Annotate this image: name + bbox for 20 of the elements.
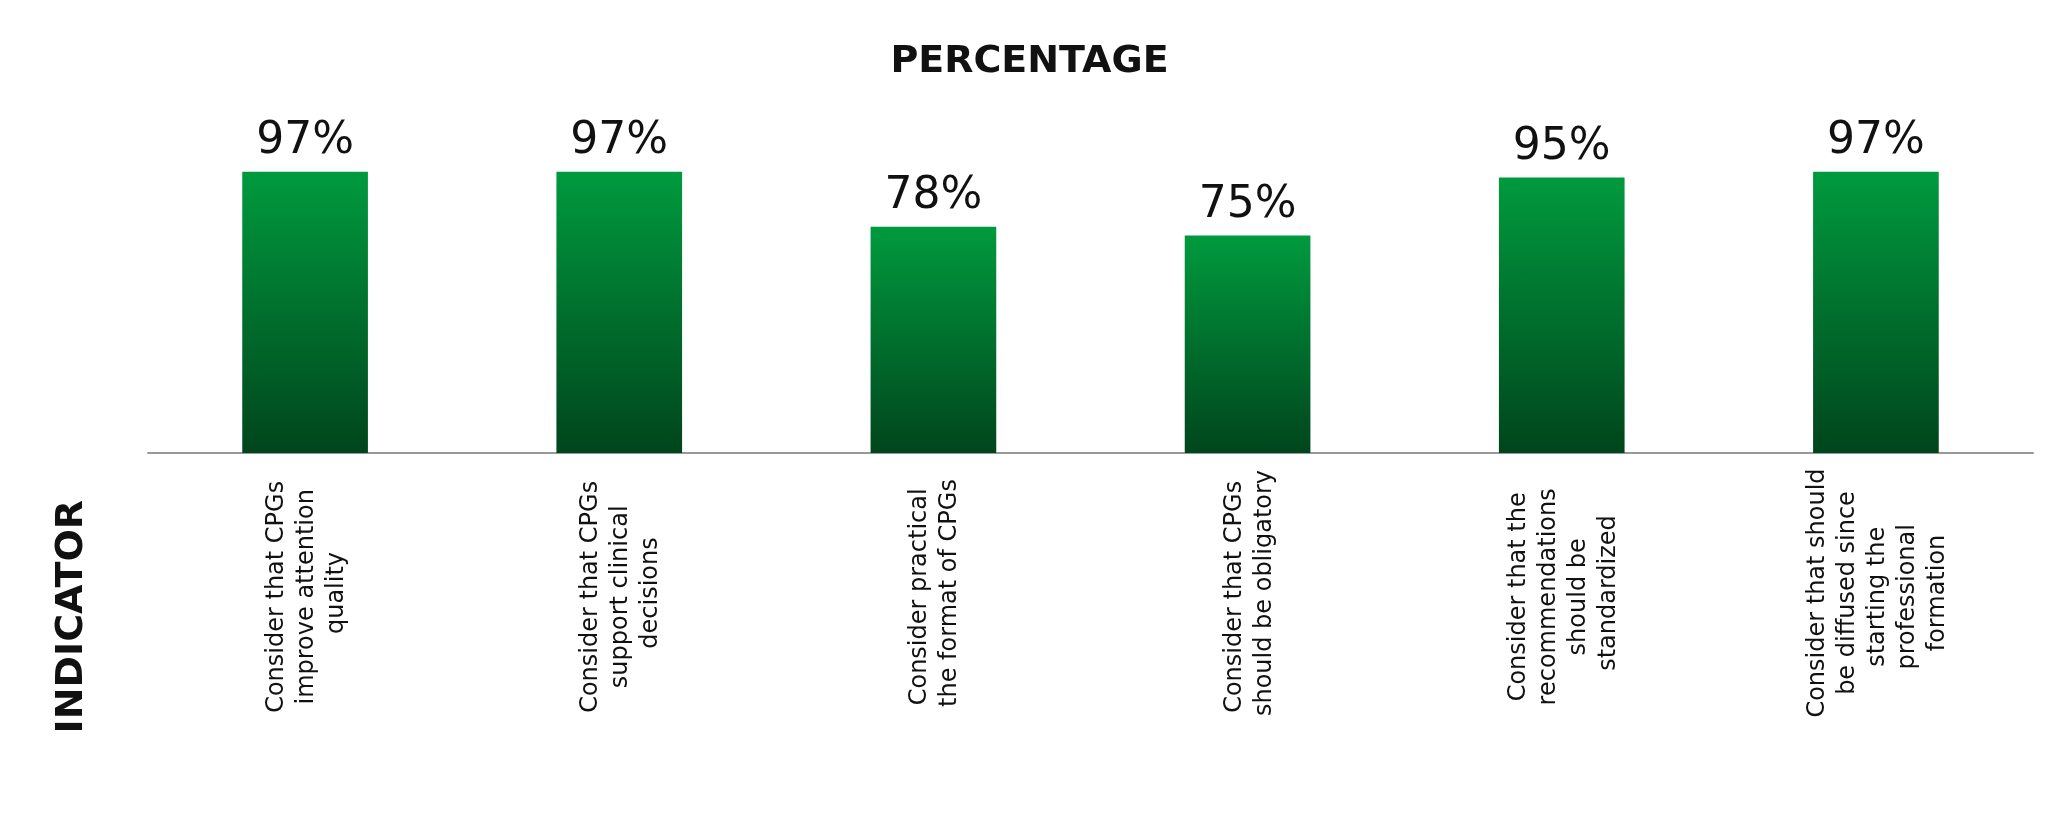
y-axis-title: INDICATOR	[47, 499, 91, 734]
data-label: 78%	[884, 167, 983, 219]
x-tick-label: Consider practical the format of CPGs	[904, 479, 963, 707]
bar	[1184, 235, 1311, 453]
data-label: 97%	[570, 112, 669, 164]
x-tick-label: Consider that CPGs improve attention quality	[261, 473, 350, 713]
data-label: 97%	[256, 112, 354, 164]
data-label: 95%	[1512, 118, 1611, 169]
bar	[1498, 177, 1625, 453]
data-label: 97%	[1827, 112, 1925, 164]
x-tick-label: Consider that CPGs should be obligatory	[1218, 469, 1277, 717]
chart-title: PERCENTAGE	[890, 37, 1169, 81]
bar	[556, 171, 683, 453]
data-label: 75%	[1198, 176, 1297, 227]
bar	[870, 226, 997, 453]
x-tick-label: Consider that should be diffused since starting the professional formation	[1801, 468, 1950, 718]
x-tick-label: Consider that CPGs support clinical decisions	[575, 473, 664, 713]
x-tick-label: Consider that the recommendations should be standardized	[1502, 480, 1621, 706]
bar	[242, 171, 368, 453]
bar	[1813, 171, 1939, 453]
